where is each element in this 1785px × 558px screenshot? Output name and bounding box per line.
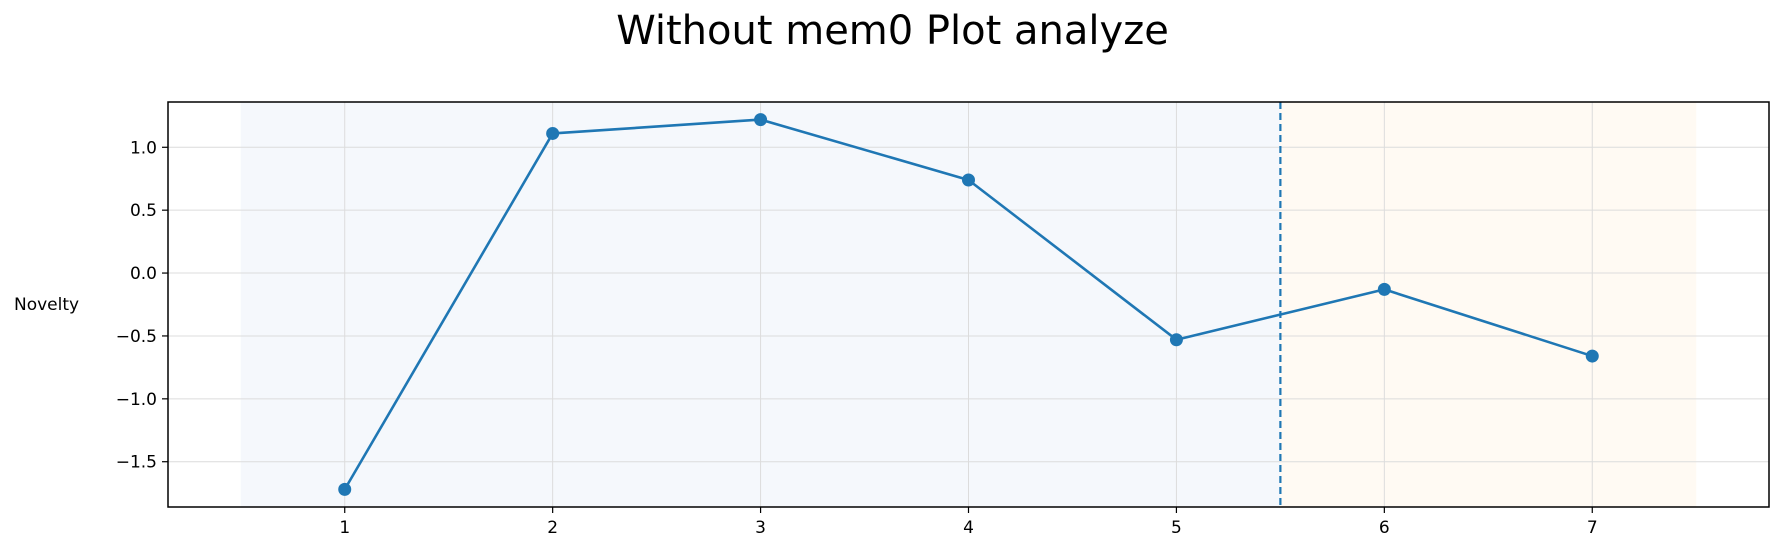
- data-point-1: [338, 482, 352, 496]
- x-tick-label: 6: [1379, 518, 1390, 538]
- y-tick-label: −0.5: [116, 327, 157, 347]
- shaded-region-2: [1280, 102, 1697, 507]
- x-tick-label: 3: [755, 518, 766, 538]
- x-tick-label: 7: [1587, 518, 1598, 538]
- y-tick-label: 0.0: [130, 264, 157, 284]
- series-layer: [338, 113, 1599, 496]
- x-tick-label: 2: [547, 518, 558, 538]
- y-tick-label: −1.0: [116, 390, 157, 410]
- x-tick-label: 4: [963, 518, 974, 538]
- y-tick-label: −1.5: [116, 453, 157, 473]
- data-point-3: [754, 113, 768, 127]
- y-tick-label: 0.5: [130, 201, 157, 221]
- x-tick-label: 1: [339, 518, 350, 538]
- y-axis-label: Novelty: [14, 295, 79, 315]
- data-point-2: [546, 126, 560, 140]
- data-point-7: [1585, 349, 1599, 363]
- y-tick-label: 1.0: [130, 138, 157, 158]
- data-point-4: [962, 173, 975, 187]
- data-point-5: [1169, 333, 1183, 347]
- x-tick-label: 5: [1171, 518, 1182, 538]
- x-axis-ticks: 1 2 3 4 5 6 7: [339, 507, 1598, 538]
- chart-title: Without mem0 Plot analyze: [616, 8, 1169, 54]
- data-point-6: [1377, 282, 1391, 296]
- y-axis-ticks: 1.0 0.5 0.0 −0.5 −1.0 −1.5: [116, 138, 168, 473]
- grid-lines: [168, 102, 1769, 507]
